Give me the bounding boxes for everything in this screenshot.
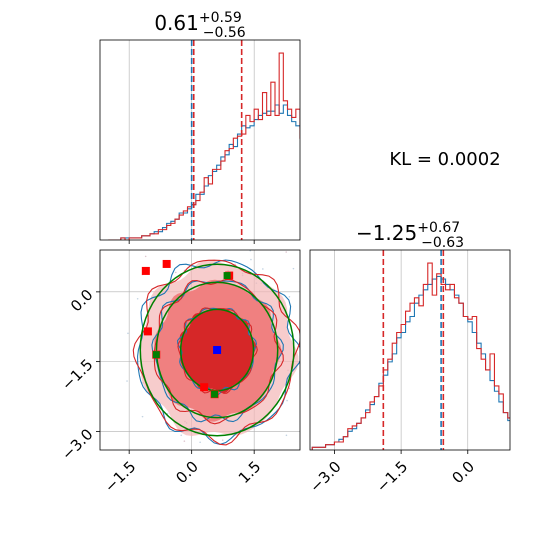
right-histogram-x-tick-label: −1.5 <box>373 458 411 496</box>
right-histogram-series-1 <box>311 262 510 450</box>
contour-y-tick-label: −1.5 <box>58 355 96 393</box>
scatter-point <box>250 258 252 261</box>
right-histogram-title: −1.25+0.67 −0.63 <box>356 220 464 251</box>
top-histogram-series-1 <box>108 52 300 240</box>
scatter-point <box>306 344 308 346</box>
contour-plot-area <box>109 213 372 506</box>
right-histogram-panel: −3.0 −1.5 0.0 <box>306 249 511 496</box>
contour-panel: 0.0−1.5−3.0−1.5 0.0 1.5 <box>58 213 372 506</box>
scatter-point <box>144 255 147 258</box>
red-square-marker <box>143 327 152 336</box>
right-histogram-x-tick-label: −3.0 <box>306 458 344 496</box>
scatter-point <box>126 380 128 382</box>
scatter-point <box>221 439 224 441</box>
contour-frame <box>99 249 301 451</box>
scatter-point <box>174 271 177 274</box>
title-minus: −0.56 <box>203 25 246 41</box>
scatter-point <box>135 220 137 222</box>
contour-y-tick-label: −3.0 <box>58 425 96 463</box>
title-median: −1.25 <box>356 221 417 245</box>
top-histogram-frame <box>99 39 301 241</box>
scatter-point <box>127 332 129 335</box>
red-square-marker <box>162 259 171 268</box>
scatter-point <box>288 387 291 390</box>
kl-annotation: KL = 0.0002 <box>389 149 500 170</box>
contour-x-tick-label: 1.5 <box>235 458 265 488</box>
scatter-point <box>166 412 169 415</box>
contour-y-tick-label: 0.0 <box>67 286 97 316</box>
top-histogram-panel <box>99 39 301 244</box>
red-square-marker <box>200 383 209 392</box>
scatter-point <box>285 251 288 253</box>
scatter-point <box>242 455 244 457</box>
contour-line-red-middle <box>153 278 284 425</box>
scatter-point <box>286 399 288 402</box>
contour-line-red-outer <box>132 259 300 446</box>
contour-x-tick-label: 0.0 <box>172 458 202 488</box>
title-minus: −0.63 <box>421 235 464 251</box>
right-histogram-series-0 <box>311 275 510 450</box>
scatter-point <box>285 434 288 437</box>
scatter-point <box>227 213 229 215</box>
scatter-point <box>141 415 144 418</box>
scatter-point <box>370 332 372 334</box>
green-square-marker <box>152 351 160 359</box>
scatter-point <box>199 441 201 444</box>
title-plus: +0.67 <box>417 220 460 236</box>
scatter-point <box>292 267 295 270</box>
gaussian-contour-1 <box>155 281 279 419</box>
gaussian-contour-2 <box>139 263 295 437</box>
scatter-point <box>285 454 287 456</box>
green-square-marker <box>211 390 219 398</box>
right-histogram-x-tick-label: 0.0 <box>448 458 478 488</box>
contour-x-tick-label: −1.5 <box>101 458 139 496</box>
top-histogram-title: 0.61+0.59 −0.56 <box>154 10 245 41</box>
top-histogram-plot-area <box>108 40 300 240</box>
scatter-point <box>195 241 197 243</box>
green-square-marker <box>223 272 231 280</box>
scatter-point <box>136 297 139 300</box>
scatter-point <box>262 268 264 270</box>
title-median: 0.61 <box>154 11 199 35</box>
scatter-point <box>288 295 291 298</box>
scatter-point <box>314 290 316 292</box>
scatter-point <box>180 434 183 437</box>
top-histogram-series-0 <box>108 104 300 240</box>
red-square-marker <box>141 266 150 275</box>
scatter-point <box>183 440 186 442</box>
title-plus: +0.59 <box>199 10 242 26</box>
scatter-point <box>109 504 111 506</box>
right-histogram-frame <box>309 249 511 451</box>
blue-square-marker <box>213 346 222 354</box>
scatter-point <box>288 453 290 455</box>
right-histogram-plot-area <box>311 250 510 450</box>
scatter-point <box>308 415 310 417</box>
